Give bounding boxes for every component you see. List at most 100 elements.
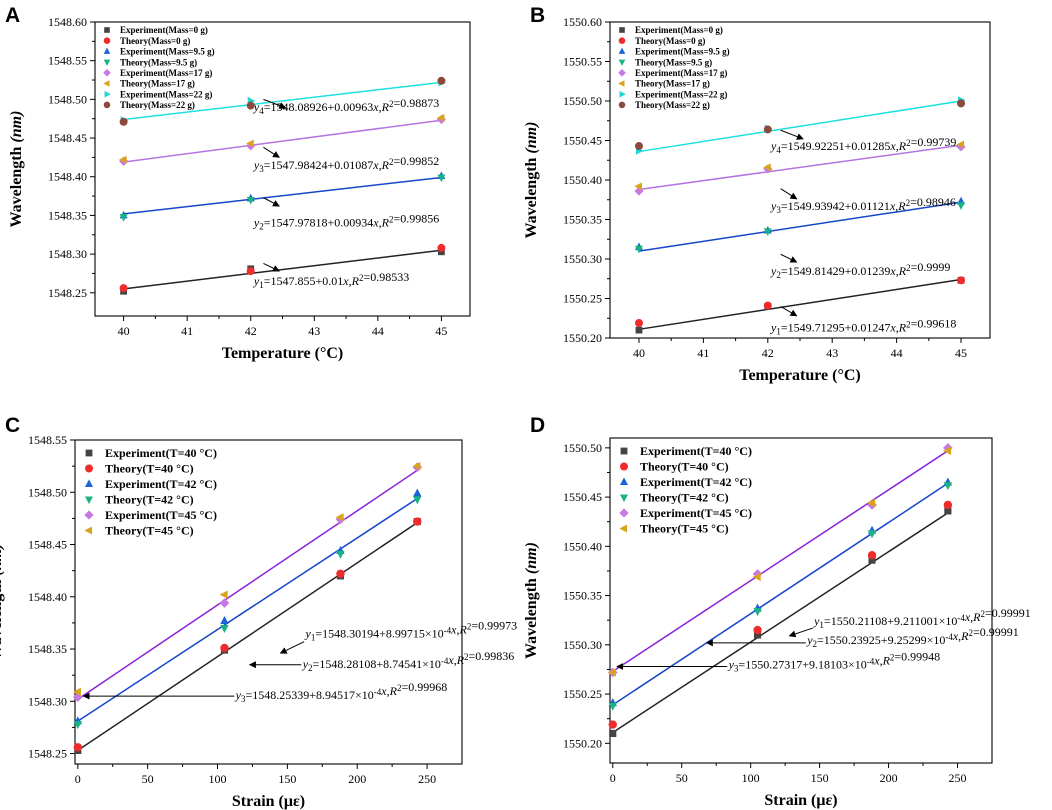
chart-panel-d: D 0 50 100 150 200 250 1550.20 1550.25 1550.30 155… [523,414,1031,809]
fit-line [123,119,442,163]
data-point [608,702,617,711]
panel-letter: A [5,4,20,27]
legend-label: Experiment(Mass=9.5 g) [120,47,215,57]
fit-equation: y3=1549.93942+0.01121x,R2=0.98946 [770,195,956,215]
x-axis-title: Strain (με) [232,793,305,810]
data-point [943,500,953,510]
legend-marker [103,59,111,66]
data-point [219,590,228,599]
y-tick-label: 1550.40 [563,539,602,553]
data-point [763,228,772,236]
y-axis-title: Wavelength (nm) [523,122,540,239]
y-tick-label: 1550.50 [563,441,602,455]
legend-marker [618,101,626,109]
legend-label: Theory(Mass=9.5 g) [635,57,712,67]
x-tick-label: 41 [697,346,709,360]
x-tick-label: 100 [209,772,227,786]
fit-line [638,100,962,153]
fit-equation: y3=1548.25339+8.94517×10-4x,R2=0.99968 [235,680,448,704]
data-point [753,608,762,617]
data-point [957,99,966,108]
data-point [957,276,966,285]
legend-marker [103,80,110,87]
x-tick-label: 40 [633,346,645,360]
data-point [437,76,446,85]
data-point [753,625,762,635]
fit-line [612,512,949,734]
chart-panel-a: A 40 41 42 43 44 45 1548.25 1548.30 1548.35 1548.4… [5,4,471,362]
data-point [634,245,643,254]
data-point [867,530,877,539]
y-tick-label: 1550.20 [563,736,602,750]
y-tick-label: 1550.25 [563,687,602,701]
data-point [634,318,643,327]
data-point [634,186,644,196]
data-point [956,140,965,149]
data-point [119,213,128,222]
y-tick-label: 1548.35 [28,642,67,656]
x-tick-label: 200 [348,772,366,786]
data-point [73,721,82,730]
x-tick-label: 45 [955,346,967,360]
legend-label: Experiment(T=40 °C) [640,444,752,458]
panel-letter: D [530,414,545,437]
data-point [609,729,617,738]
fit-equation: y1=1550.21108+9.211001×10-4x,R2=0.99991 [813,606,1031,630]
legend-label: Theory(Mass=0 g) [635,36,705,46]
data-point [335,513,344,522]
y-tick-label: 1548.25 [28,747,67,761]
legend-label: Theory(T=42 °C) [105,493,194,507]
y-tick-label: 1548.30 [48,247,87,261]
legend-marker [618,69,626,77]
legend-marker [618,37,626,44]
data-point [634,182,642,191]
x-tick-label: 43 [308,324,320,338]
annotation-arrow [263,98,287,109]
legend-label: Theory(Mass=17 g) [635,79,710,89]
data-point [607,668,616,677]
fit-line [638,278,962,331]
x-tick-label: 43 [826,346,838,360]
x-tick-label: 41 [181,324,193,338]
y-tick-label: 1548.40 [48,170,87,184]
plot-frame [74,439,463,765]
legend-label: Experiment(T=42 °C) [105,477,217,491]
legend-label: Experiment(T=45 °C) [640,506,752,520]
fit-equation: y3=1550.27317+9.18103×10-4x,R2=0.99948 [728,649,941,673]
data-point [608,720,617,729]
y-tick-label: 1548.55 [28,433,67,447]
data-point [868,556,876,564]
fit-equation: y1=1547.855+0.01x,R2=0.98533 [253,270,409,290]
annotation-arrow [263,197,280,207]
data-point [119,284,128,293]
x-axis-title: Strain (με) [764,792,837,809]
annotation-arrow [263,262,280,272]
legend-label: Experiment(Mass=9.5 g) [635,47,730,57]
x-axis-title: Temperature (°C) [222,345,343,362]
legend-marker [620,494,628,503]
data-point [219,598,230,608]
legend-label: Theory(T=40 °C) [105,462,194,476]
legend-label: Theory(Mass=0 g) [120,36,190,46]
y-tick-label: 1548.25 [48,286,87,300]
legend-marker [85,496,93,505]
x-tick-label: 44 [891,346,903,360]
fit-equation: y1=1548.30194+8.99715×10-4x,R2=0.99973 [305,619,518,643]
fit-equation: y3=1547.98424+0.01087x,R2=0.99852 [253,154,439,174]
y-tick-label: 1550.35 [563,213,602,227]
fit-equation: y2=1549.81429+0.01239x,R2=0.9999 [770,260,950,280]
data-point [752,572,761,582]
data-point [412,461,421,471]
x-tick-label: 45 [435,324,447,338]
fit-equation: y2=1550.23925+9.25299×10-4x,R2=0.99991 [806,625,1019,649]
y-tick-label: 1550.40 [563,173,602,187]
legend-marker [619,27,625,33]
chart-panel-c: C 0 50 100 150 200 250 1548.25 1548.30 1548.35 154… [0,414,517,810]
x-tick-label: 200 [880,771,898,785]
fit-line [77,497,418,722]
legend-marker [84,510,94,520]
data-point [220,615,229,624]
legend-marker [618,80,625,87]
data-point [119,117,128,126]
